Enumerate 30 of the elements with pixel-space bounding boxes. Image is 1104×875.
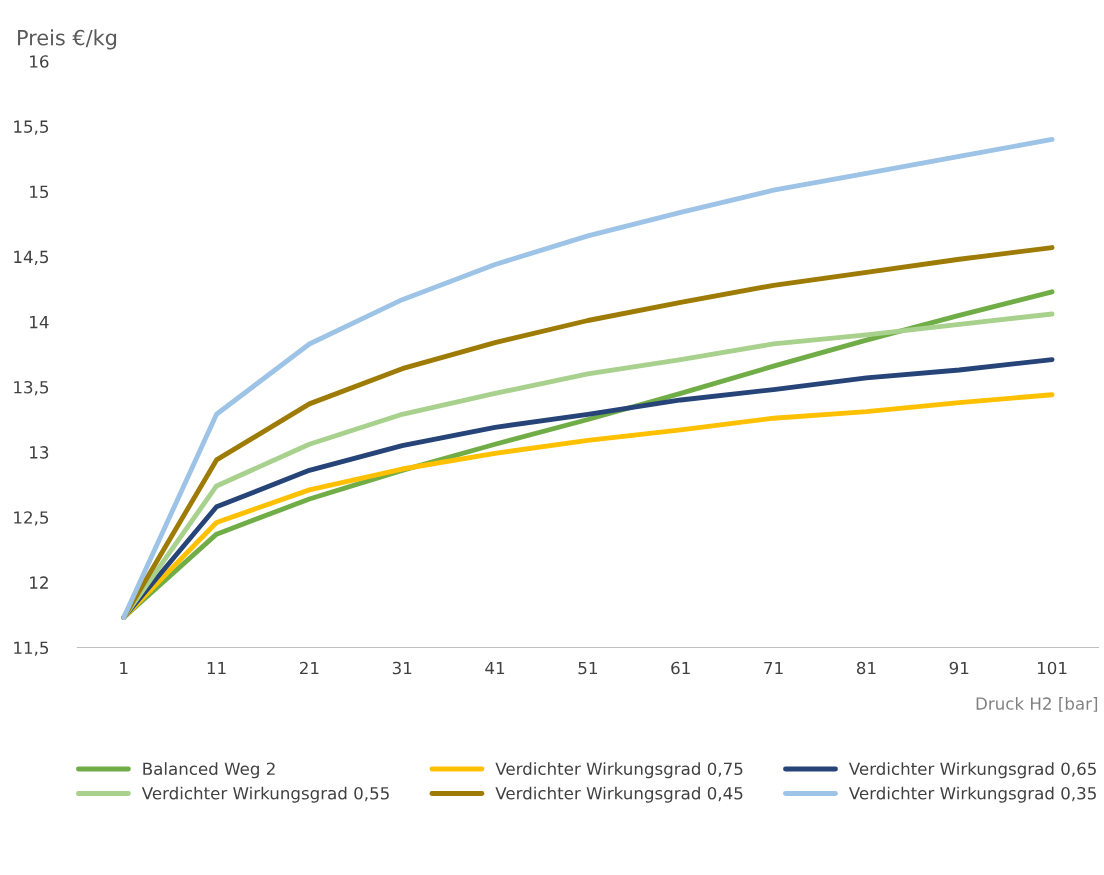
x-tick-label: 1 (120, 661, 128, 675)
y-tick-label: 14,5 (14, 250, 49, 265)
y-tick-label: 16 (30, 55, 49, 68)
x-tick-label: 81 (856, 661, 876, 675)
legend-label: Verdichter Wirkungsgrad 0,35 (848, 786, 1096, 803)
x-tick-label: 71 (764, 661, 783, 675)
x-tick-label: 11 (207, 661, 226, 675)
x-axis-title: Druck H2 [bar] (976, 696, 1098, 712)
legend-label: Balanced Weg 2 (143, 762, 275, 779)
y-tick-label: 13 (30, 446, 49, 459)
legend-label: Verdichter Wirkungsgrad 0,75 (495, 762, 743, 779)
y-tick-label: 12 (30, 576, 48, 589)
y-tick-label: 14 (30, 315, 49, 329)
x-tick-label: 51 (578, 661, 597, 675)
x-tick-label: 31 (392, 661, 412, 675)
y-tick-label: 15 (30, 185, 49, 199)
y-tick-label: 13,5 (14, 380, 49, 396)
legend-label: Verdichter Wirkungsgrad 0,55 (141, 786, 389, 803)
line-series (121, 136, 1055, 620)
x-tick-label: 91 (949, 661, 969, 675)
x-tick-label: 61 (671, 661, 690, 675)
x-tick-label: 21 (299, 661, 319, 675)
y-tick-label: 12,5 (14, 511, 49, 526)
x-tick-label: 101 (1037, 661, 1067, 675)
x-tick-label: 41 (485, 661, 505, 675)
legend-label: Verdichter Wirkungsgrad 0,65 (848, 762, 1096, 779)
legend-label: Verdichter Wirkungsgrad 0,45 (495, 786, 743, 803)
y-axis-title: Preis €/kg (18, 29, 117, 50)
y-tick-label: 11,5 (14, 641, 49, 656)
y-tick-label: 15,5 (14, 120, 49, 135)
